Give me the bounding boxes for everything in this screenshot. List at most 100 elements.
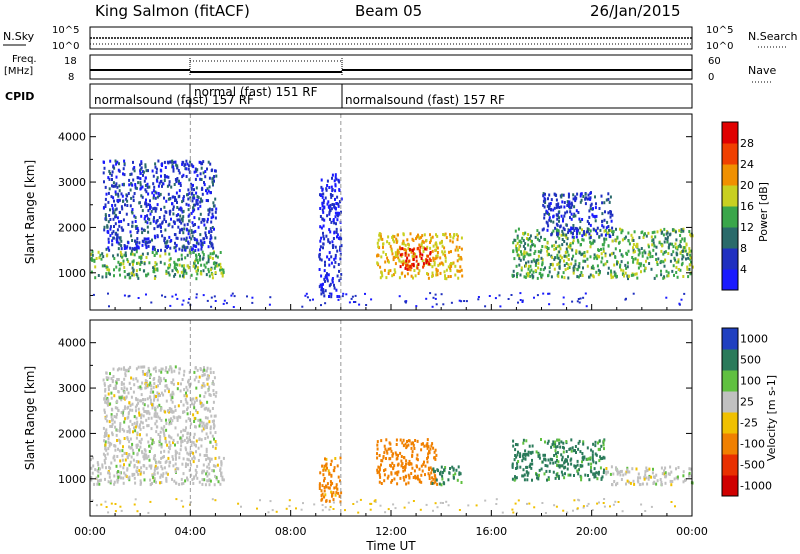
power-echo-cell xyxy=(376,254,378,258)
velocity-echo-cell xyxy=(189,463,192,467)
power-echo-cell xyxy=(181,274,184,278)
power-echo-cell xyxy=(112,211,115,215)
power-scatter-cell xyxy=(450,301,453,304)
velocity-scatter-cell xyxy=(591,509,594,511)
velocity-scatter-cell xyxy=(644,510,647,512)
power-echo-cell xyxy=(632,243,635,246)
power-echo-cell xyxy=(380,255,383,259)
power-echo-cell xyxy=(538,231,541,235)
velocity-echo-cell xyxy=(104,440,107,444)
power-echo-cell xyxy=(575,196,578,200)
power-echo-cell xyxy=(604,210,606,214)
power-echo-cell xyxy=(401,271,404,275)
velocity-echo-cell xyxy=(158,403,161,407)
velocity-echo-cell xyxy=(174,470,177,473)
power-echo-cell xyxy=(103,180,105,184)
power-echo-cell xyxy=(523,275,526,279)
power-echo-cell xyxy=(141,195,144,199)
power-echo-cell xyxy=(135,186,138,190)
power-echo-cell xyxy=(187,241,190,245)
velocity-echo-cell xyxy=(150,446,153,450)
velocity-echo-cell xyxy=(205,369,208,373)
power-echo-cell xyxy=(133,248,136,251)
velocity-echo-cell xyxy=(544,453,546,457)
velocity-echo-cell xyxy=(133,421,136,425)
velocity-echo-cell xyxy=(160,407,163,411)
power-echo-cell xyxy=(572,271,575,275)
velocity-echo-cell xyxy=(558,441,561,445)
velocity-echo-cell xyxy=(204,437,207,440)
velocity-colorbar-frame xyxy=(721,327,739,497)
velocity-echo-cell xyxy=(325,499,328,503)
power-echo-cell xyxy=(202,219,205,223)
power-echo-cell xyxy=(97,250,100,254)
velocity-echo-cell xyxy=(434,476,437,480)
power-scatter-cell xyxy=(309,299,312,302)
power-echo-cell xyxy=(190,237,193,241)
power-echo-cell xyxy=(556,256,559,260)
power-scatter-cell xyxy=(353,301,355,303)
velocity-echo-cell xyxy=(184,479,187,483)
velocity-echo-cell xyxy=(183,438,186,442)
power-scatter-cell xyxy=(463,300,466,302)
velocity-echo-cell xyxy=(199,453,202,457)
velocity-echo-cell xyxy=(195,398,198,402)
power-scatter-cell xyxy=(304,294,307,297)
power-echo-cell xyxy=(196,198,199,202)
power-echo-cell xyxy=(558,216,560,220)
velocity-colorbar-band xyxy=(722,412,738,434)
velocity-echo-cell xyxy=(113,454,116,458)
power-echo-cell xyxy=(520,252,523,256)
velocity-echo-cell xyxy=(418,467,421,471)
velocity-scatter-cell xyxy=(434,502,437,505)
velocity-echo-cell xyxy=(318,484,321,488)
velocity-echo-cell xyxy=(103,459,106,462)
power-echo-cell xyxy=(91,253,94,257)
power-echo-cell xyxy=(145,190,148,194)
power-echo-cell xyxy=(194,264,197,268)
velocity-echo-cell xyxy=(143,365,146,369)
power-echo-cell xyxy=(168,263,171,267)
power-echo-cell xyxy=(160,169,163,173)
power-echo-cell xyxy=(454,264,457,268)
power-echo-cell xyxy=(523,254,526,258)
velocity-echo-cell xyxy=(402,438,405,442)
velocity-echo-cell xyxy=(174,365,177,369)
power-echo-cell xyxy=(172,165,175,169)
power-echo-cell xyxy=(112,230,115,234)
velocity-echo-cell xyxy=(129,437,132,441)
power-echo-cell xyxy=(534,249,537,253)
power-echo-cell xyxy=(581,234,584,238)
power-echo-cell xyxy=(122,199,124,203)
power-echo-cell xyxy=(610,252,613,256)
power-echo-cell xyxy=(435,233,437,237)
power-echo-cell xyxy=(164,228,167,232)
power-ylabel: Slant Range [km] xyxy=(23,160,37,264)
power-echo-cell xyxy=(572,232,574,235)
velocity-echo-cell xyxy=(458,472,461,476)
power-echo-cell xyxy=(604,254,607,258)
power-echo-cell xyxy=(597,249,600,252)
velocity-echo-cell xyxy=(138,439,141,443)
power-echo-cell xyxy=(212,262,215,266)
power-echo-cell xyxy=(338,200,341,204)
velocity-echo-cell xyxy=(644,473,647,477)
power-echo-cell xyxy=(174,245,177,249)
power-echo-cell xyxy=(336,235,338,239)
power-echo-cell xyxy=(671,242,674,246)
velocity-echo-cell xyxy=(339,456,342,460)
velocity-echo-cell xyxy=(626,479,629,483)
velocity-echo-cell xyxy=(321,484,324,488)
power-echo-cell xyxy=(335,177,338,181)
velocity-echo-cell xyxy=(135,398,138,402)
power-echo-cell xyxy=(336,233,339,237)
power-echo-cell xyxy=(158,194,161,198)
velocity-echo-cell xyxy=(416,465,418,469)
power-echo-cell xyxy=(185,175,188,178)
power-echo-cell xyxy=(180,208,183,212)
power-y-tick-label: 4000 xyxy=(58,131,86,144)
power-echo-cell xyxy=(145,256,148,259)
power-echo-cell xyxy=(151,169,154,173)
power-echo-cell xyxy=(439,271,442,275)
